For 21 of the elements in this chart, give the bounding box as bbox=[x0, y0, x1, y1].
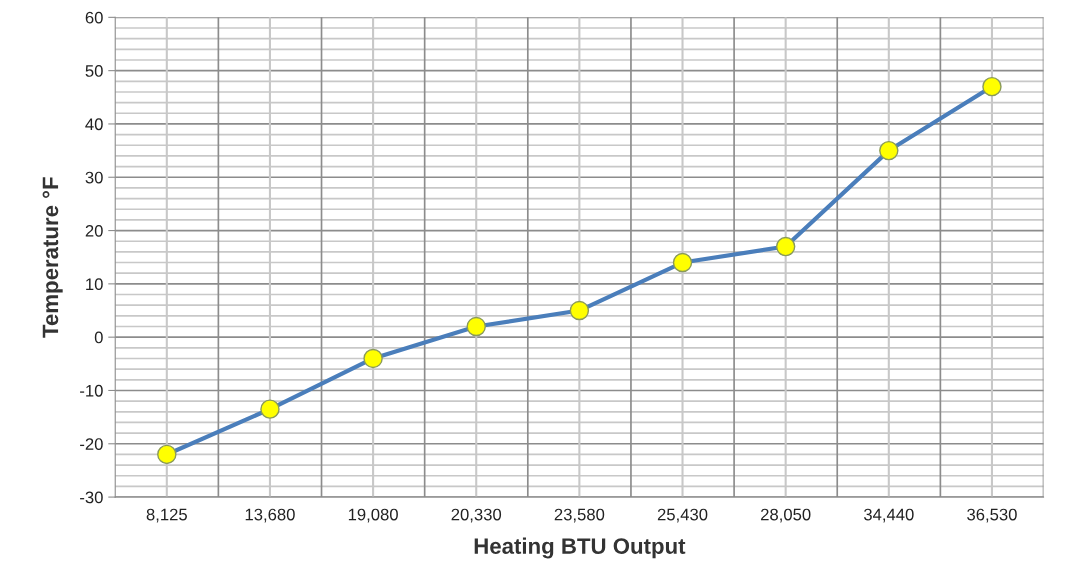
y-axis-title: Temperature °F bbox=[42, 177, 63, 338]
y-tick-label: -30 bbox=[80, 491, 103, 504]
x-tick-label: 20,330 bbox=[451, 508, 502, 523]
y-tick-label: 30 bbox=[85, 171, 103, 184]
y-tick-label: 50 bbox=[85, 65, 103, 77]
y-tick-label: -10 bbox=[80, 384, 103, 397]
x-tick-label: 19,080 bbox=[348, 508, 398, 523]
x-axis-title: Heating BTU Output bbox=[474, 537, 686, 559]
y-tick-label: 10 bbox=[86, 278, 103, 291]
y-tick-label: 0 bbox=[94, 331, 103, 344]
x-tick-label: 23,580 bbox=[554, 508, 605, 523]
x-tick-label: 36,530 bbox=[967, 508, 1017, 523]
y-tick-label: 40 bbox=[85, 118, 103, 131]
y-tick-label: -20 bbox=[80, 438, 103, 450]
x-tick-label: 34,440 bbox=[863, 508, 914, 523]
x-tick-label: 28,050 bbox=[761, 508, 811, 523]
y-tick-label: 20 bbox=[85, 224, 103, 237]
y-tick-label: 60 bbox=[85, 11, 103, 24]
x-tick-label: 25,430 bbox=[657, 508, 708, 523]
x-tick-label: 8,125 bbox=[146, 508, 187, 523]
x-tick-label: 13,680 bbox=[245, 508, 295, 523]
